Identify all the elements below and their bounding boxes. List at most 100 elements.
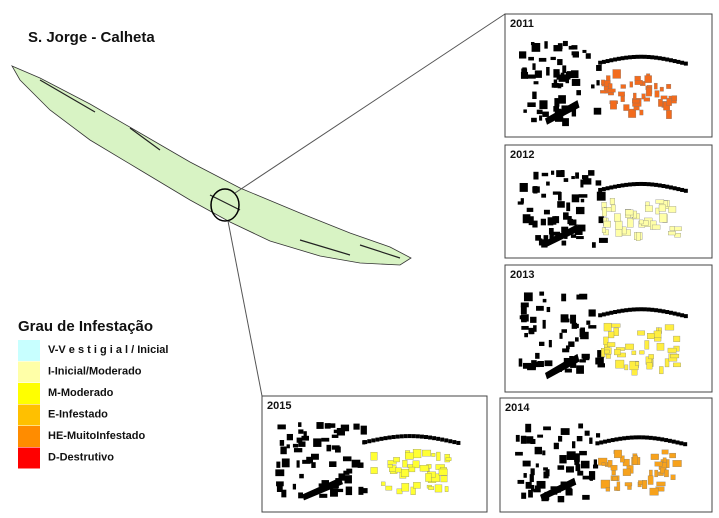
building xyxy=(574,453,580,462)
building xyxy=(298,422,302,427)
building xyxy=(528,56,534,61)
infested-building xyxy=(666,84,672,89)
building xyxy=(679,441,684,446)
building xyxy=(588,471,596,480)
building xyxy=(598,237,608,243)
building xyxy=(296,437,303,443)
infested-building xyxy=(664,358,670,368)
building xyxy=(532,63,536,70)
building xyxy=(536,109,543,115)
building xyxy=(531,117,537,123)
building xyxy=(553,69,560,78)
building xyxy=(661,56,666,61)
building xyxy=(629,435,634,440)
building xyxy=(570,314,577,324)
building xyxy=(345,486,353,496)
building xyxy=(533,81,539,85)
building xyxy=(515,434,520,442)
building xyxy=(570,234,577,238)
building xyxy=(635,54,640,59)
inset-panel: 2012 xyxy=(504,144,713,259)
building xyxy=(517,479,525,484)
building xyxy=(321,480,330,485)
building xyxy=(542,111,549,117)
building xyxy=(609,58,614,63)
building xyxy=(571,441,576,449)
building xyxy=(302,459,311,464)
building xyxy=(561,226,569,233)
infested-building xyxy=(634,80,643,85)
building xyxy=(324,423,331,429)
infested-building xyxy=(387,464,393,468)
building xyxy=(598,187,603,192)
building xyxy=(444,438,449,443)
building xyxy=(296,460,300,468)
building xyxy=(609,310,614,315)
legend-title: Grau de Infestação xyxy=(18,318,153,335)
legend-label: HE-MuitoInfestado xyxy=(48,430,145,442)
infested-building xyxy=(631,350,637,355)
building xyxy=(633,435,638,440)
infested-building xyxy=(669,226,675,231)
building xyxy=(543,426,551,431)
infested-building xyxy=(401,468,410,477)
coast-detail xyxy=(39,79,401,259)
building xyxy=(616,309,621,314)
building xyxy=(591,84,595,89)
building xyxy=(557,201,565,208)
infested-building xyxy=(370,451,378,461)
building xyxy=(540,218,546,226)
building xyxy=(683,314,688,319)
building xyxy=(530,316,537,323)
building xyxy=(558,95,566,104)
building xyxy=(549,235,553,241)
building xyxy=(436,436,441,441)
building xyxy=(561,240,567,246)
building xyxy=(529,474,534,483)
legend-label: M-Moderado xyxy=(48,387,114,399)
legend-swatch xyxy=(18,447,40,469)
building xyxy=(456,440,461,445)
building xyxy=(391,435,396,440)
building xyxy=(539,115,543,121)
building xyxy=(654,182,659,187)
building xyxy=(359,488,368,494)
infested-building xyxy=(413,482,421,489)
infested-building xyxy=(615,220,623,230)
infested-building xyxy=(370,467,378,474)
building xyxy=(588,170,595,176)
building xyxy=(639,54,644,59)
building xyxy=(599,440,604,445)
building xyxy=(551,231,561,236)
infested-building xyxy=(636,232,641,241)
infested-building xyxy=(632,210,637,219)
building xyxy=(534,70,542,78)
building xyxy=(641,435,646,440)
infested-building xyxy=(607,460,613,468)
infested-building xyxy=(654,469,658,478)
inset-panel: 2015 xyxy=(261,395,488,513)
building xyxy=(565,466,574,473)
building xyxy=(542,450,546,456)
building xyxy=(328,423,336,428)
building xyxy=(563,212,569,220)
building xyxy=(574,459,580,465)
infested-building xyxy=(445,457,452,461)
building xyxy=(584,430,590,436)
building xyxy=(620,56,625,61)
building xyxy=(277,424,286,430)
building xyxy=(535,235,541,241)
building xyxy=(637,435,642,440)
infested-building xyxy=(602,207,607,217)
building xyxy=(601,312,606,317)
building xyxy=(616,56,621,61)
building xyxy=(522,214,531,224)
building xyxy=(530,41,535,46)
building xyxy=(531,43,541,52)
building xyxy=(601,187,606,192)
infested-building xyxy=(603,336,609,345)
infested-building xyxy=(637,330,645,336)
building xyxy=(557,495,565,503)
building xyxy=(577,224,586,232)
building xyxy=(276,481,284,487)
